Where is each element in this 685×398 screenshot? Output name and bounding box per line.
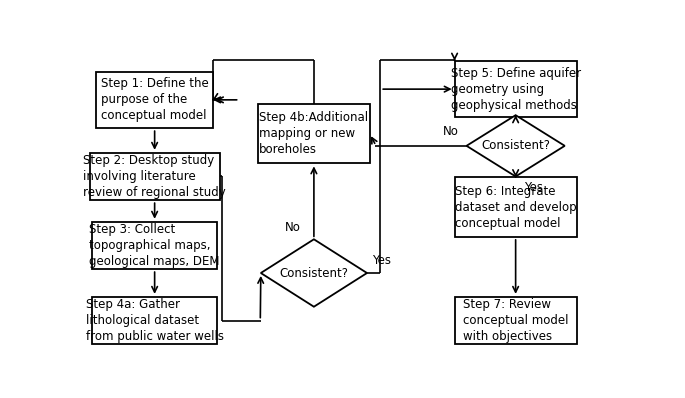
Text: Yes: Yes <box>373 254 391 267</box>
FancyBboxPatch shape <box>92 222 217 269</box>
FancyBboxPatch shape <box>455 297 577 344</box>
Polygon shape <box>261 239 367 307</box>
Text: Step 1: Define the
purpose of the
conceptual model: Step 1: Define the purpose of the concep… <box>101 77 208 122</box>
FancyBboxPatch shape <box>455 177 577 237</box>
Text: Consistent?: Consistent? <box>481 139 550 152</box>
FancyBboxPatch shape <box>90 153 220 200</box>
FancyBboxPatch shape <box>96 72 213 128</box>
Text: No: No <box>285 221 301 234</box>
Polygon shape <box>466 115 564 176</box>
FancyBboxPatch shape <box>92 297 217 344</box>
Text: Step 4b:Additional
mapping or new
boreholes: Step 4b:Additional mapping or new boreho… <box>260 111 369 156</box>
Text: Step 3: Collect
topographical maps,
geological maps, DEM: Step 3: Collect topographical maps, geol… <box>89 223 220 268</box>
FancyBboxPatch shape <box>258 104 370 164</box>
Text: Step 5: Define aquifer
geometry using
geophysical methods: Step 5: Define aquifer geometry using ge… <box>451 66 581 111</box>
Text: Yes: Yes <box>523 181 543 194</box>
FancyBboxPatch shape <box>455 61 577 117</box>
Text: Step 2: Desktop study
involving literature
review of regional study: Step 2: Desktop study involving literatu… <box>84 154 226 199</box>
Text: Step 6: Integrate
dataset and develop
conceptual model: Step 6: Integrate dataset and develop co… <box>455 185 577 230</box>
Text: Step 7: Review
conceptual model
with objectives: Step 7: Review conceptual model with obj… <box>463 298 569 343</box>
Text: Consistent?: Consistent? <box>279 267 349 279</box>
Text: No: No <box>443 125 458 138</box>
Text: Step 4a: Gather
lithological dataset
from public water wells: Step 4a: Gather lithological dataset fro… <box>86 298 223 343</box>
